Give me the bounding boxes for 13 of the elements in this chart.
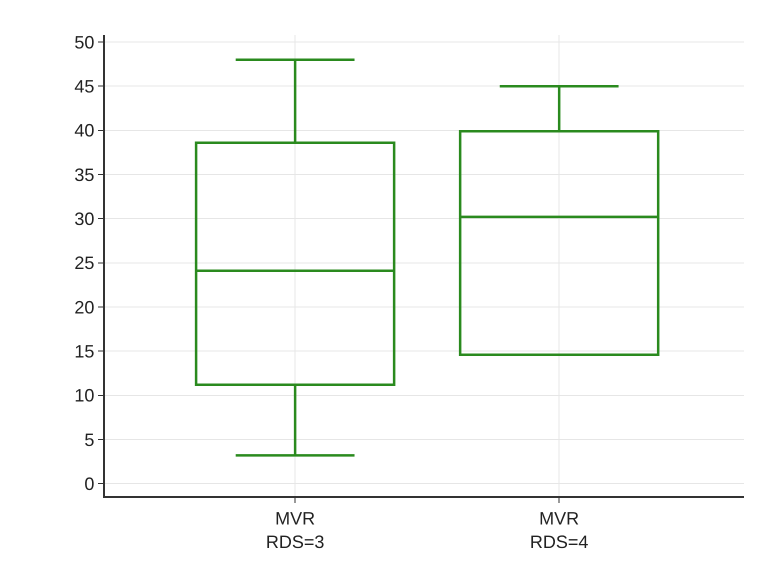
y-tick-label: 0 bbox=[84, 474, 94, 494]
y-tick-label: 20 bbox=[74, 297, 94, 318]
y-tick-label: 40 bbox=[74, 120, 94, 141]
y-tick-label: 10 bbox=[74, 386, 94, 406]
y-tick-label: 5 bbox=[84, 430, 94, 450]
y-tick-label: 25 bbox=[74, 253, 94, 274]
x-tick-label: MVR RDS=3 bbox=[266, 508, 324, 552]
y-tick-label: 50 bbox=[74, 32, 94, 52]
y-tick-label: 35 bbox=[74, 164, 94, 185]
x-tick-label: MVR RDS=4 bbox=[530, 508, 588, 552]
y-tick-label: 45 bbox=[74, 76, 94, 97]
y-tick-label: 15 bbox=[74, 341, 94, 362]
y-tick-label: 30 bbox=[74, 208, 94, 229]
